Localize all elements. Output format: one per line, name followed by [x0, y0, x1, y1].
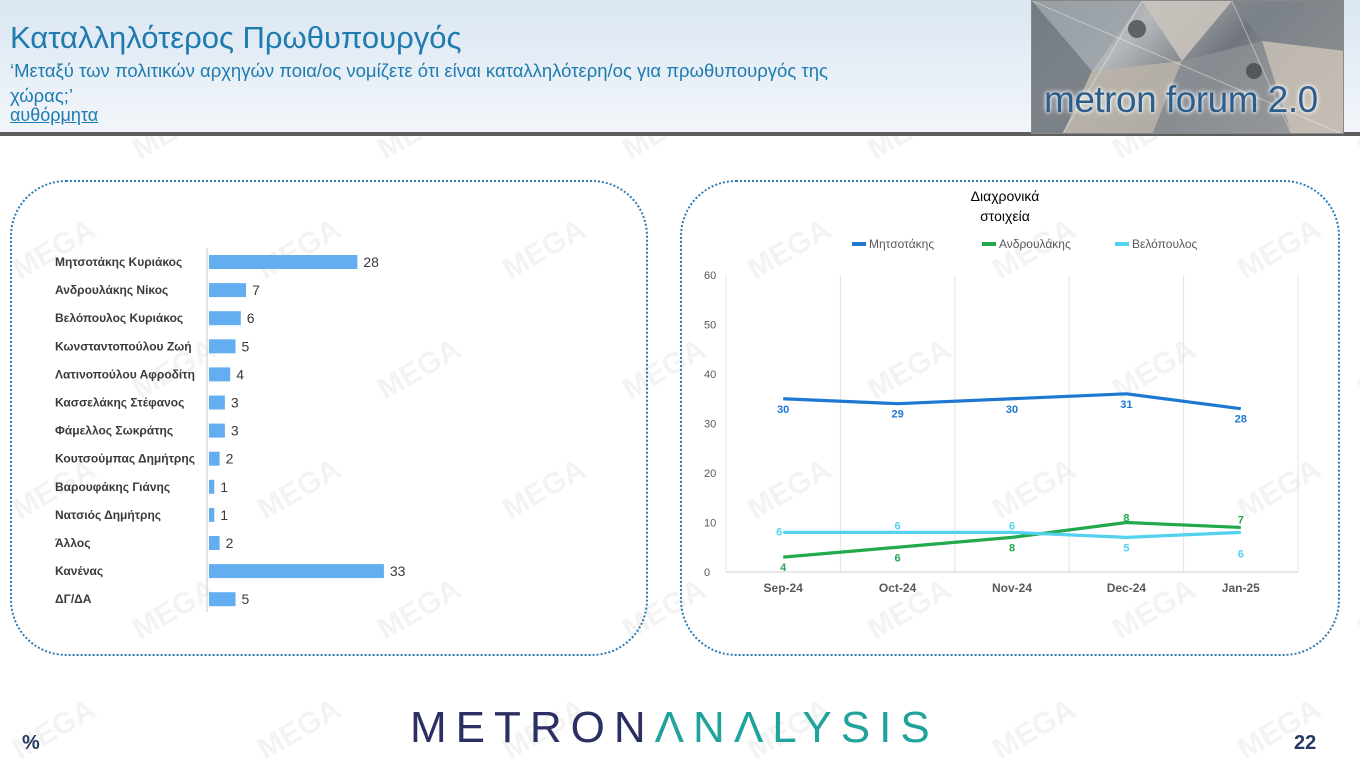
bar [209, 592, 236, 607]
brand-part-1: METRON [410, 703, 655, 752]
y-tick-label: 30 [704, 419, 716, 431]
line-chart-panel [680, 180, 1340, 656]
bar [209, 479, 215, 494]
bar [209, 255, 358, 269]
data-label: 6 [776, 526, 782, 538]
series-line [783, 520, 1241, 559]
metron-analysis-logo: METRONΛNΛLYSIS [410, 703, 939, 753]
bar-category-label: ΔΓ/ΔΑ [55, 592, 92, 606]
y-tick-label: 0 [704, 567, 710, 579]
bar-category-label: Φάμελλος Σωκράτης [55, 424, 173, 438]
bar-value-label: 5 [242, 591, 250, 607]
slide-header: Καταλληλότερος Πρωθυπουργός ‘Μεταξύ των … [0, 0, 1360, 136]
bar-category-label: Κουτσούμπας Δημήτρης [55, 452, 195, 466]
bar-value-label: 1 [220, 507, 228, 523]
bar-category-label: Άλλος [55, 536, 90, 550]
bar-category-label: Ανδρουλάκης Νίκος [55, 283, 168, 297]
bar [209, 311, 241, 326]
data-label: 6 [895, 552, 901, 564]
bar-category-label: Μητσοτάκης Κυριάκος [55, 255, 182, 269]
y-tick-label: 60 [704, 270, 716, 282]
bar-value-label: 6 [247, 310, 255, 326]
bar [209, 564, 384, 579]
bar [209, 536, 220, 550]
x-tick-label: Sep-24 [764, 581, 804, 595]
bar-category-label: Βελόπουλος Κυριάκος [55, 311, 183, 325]
bar-value-label: 3 [231, 423, 239, 439]
legend-label: Βελόπουλος [1132, 237, 1198, 251]
brand-part-3: LYSIS [772, 703, 939, 752]
bar [209, 283, 247, 298]
logo-text: metron forum 2.0 [1044, 79, 1318, 120]
bar-chart-panel [10, 180, 648, 656]
x-tick-label: Nov-24 [992, 581, 1032, 595]
metron-forum-logo: metron forum 2.0 [1031, 0, 1344, 134]
bar [209, 451, 220, 466]
x-tick-label: Oct-24 [879, 581, 917, 595]
data-label: 6 [895, 520, 901, 532]
brand-part-2: ΛNΛ [654, 703, 773, 752]
y-tick-label: 40 [704, 369, 716, 381]
y-tick-label: 50 [704, 320, 716, 332]
bar-category-label: Κανένας [55, 564, 103, 578]
bar-value-label: 28 [363, 254, 379, 270]
bar-category-label: Νατσιός Δημήτρης [55, 508, 161, 522]
data-label: 30 [1006, 404, 1018, 416]
page-number: 22 [1294, 732, 1317, 754]
series-line [783, 392, 1242, 411]
bar-category-label: Λατινοπούλου Αφροδίτη [55, 367, 195, 381]
data-label: 29 [891, 409, 903, 421]
bar [209, 367, 231, 382]
legend-label: Μητσοτάκης [869, 237, 934, 251]
bar [209, 423, 225, 438]
data-label: 28 [1235, 414, 1247, 426]
bar-category-label: Κασσελάκης Στέφανος [55, 396, 184, 410]
bar [209, 339, 236, 354]
bar-value-label: 3 [231, 395, 239, 411]
bar-value-label: 2 [226, 451, 234, 467]
data-label: 8 [1123, 513, 1129, 525]
data-label: 6 [1238, 548, 1244, 560]
question-note: αυθόρμητα [10, 105, 99, 125]
line-chart-title-line1: Διαχρονικά [971, 188, 1040, 204]
bar-value-label: 33 [390, 563, 406, 579]
data-label: 6 [1009, 520, 1015, 532]
bar-value-label: 4 [236, 366, 244, 382]
bar-category-label: Βαρουφάκης Γιάνης [55, 480, 170, 494]
page-title: Καταλληλότερος Πρωθυπουργός [10, 20, 462, 55]
series-line [783, 530, 1241, 539]
data-label: 7 [1238, 514, 1244, 526]
data-label: 4 [780, 562, 787, 574]
bar [209, 507, 215, 522]
bar-value-label: 1 [220, 479, 228, 495]
question-subtitle: ‘Μεταξύ των πολιτικών αρχηγών ποια/ος νο… [10, 60, 828, 106]
data-label: 8 [1009, 542, 1015, 554]
legend-label: Ανδρουλάκης [999, 237, 1071, 251]
y-tick-label: 20 [704, 468, 716, 480]
x-tick-label: Dec-24 [1107, 581, 1147, 595]
bar [209, 395, 225, 410]
data-label: 31 [1120, 399, 1132, 411]
unit-label: % [22, 732, 40, 754]
data-label: 30 [777, 404, 789, 416]
data-label: 5 [1123, 542, 1129, 554]
y-tick-label: 10 [704, 518, 716, 530]
bar-value-label: 7 [252, 282, 260, 298]
bar-value-label: 5 [242, 338, 250, 354]
bar-category-label: Κωνσταντοπούλου Ζωή [55, 339, 192, 353]
x-tick-label: Jan-25 [1222, 581, 1260, 595]
bar-value-label: 2 [226, 535, 234, 551]
line-chart-title-line2: στοιχεία [980, 208, 1030, 224]
logo-background-pattern [1032, 1, 1343, 133]
